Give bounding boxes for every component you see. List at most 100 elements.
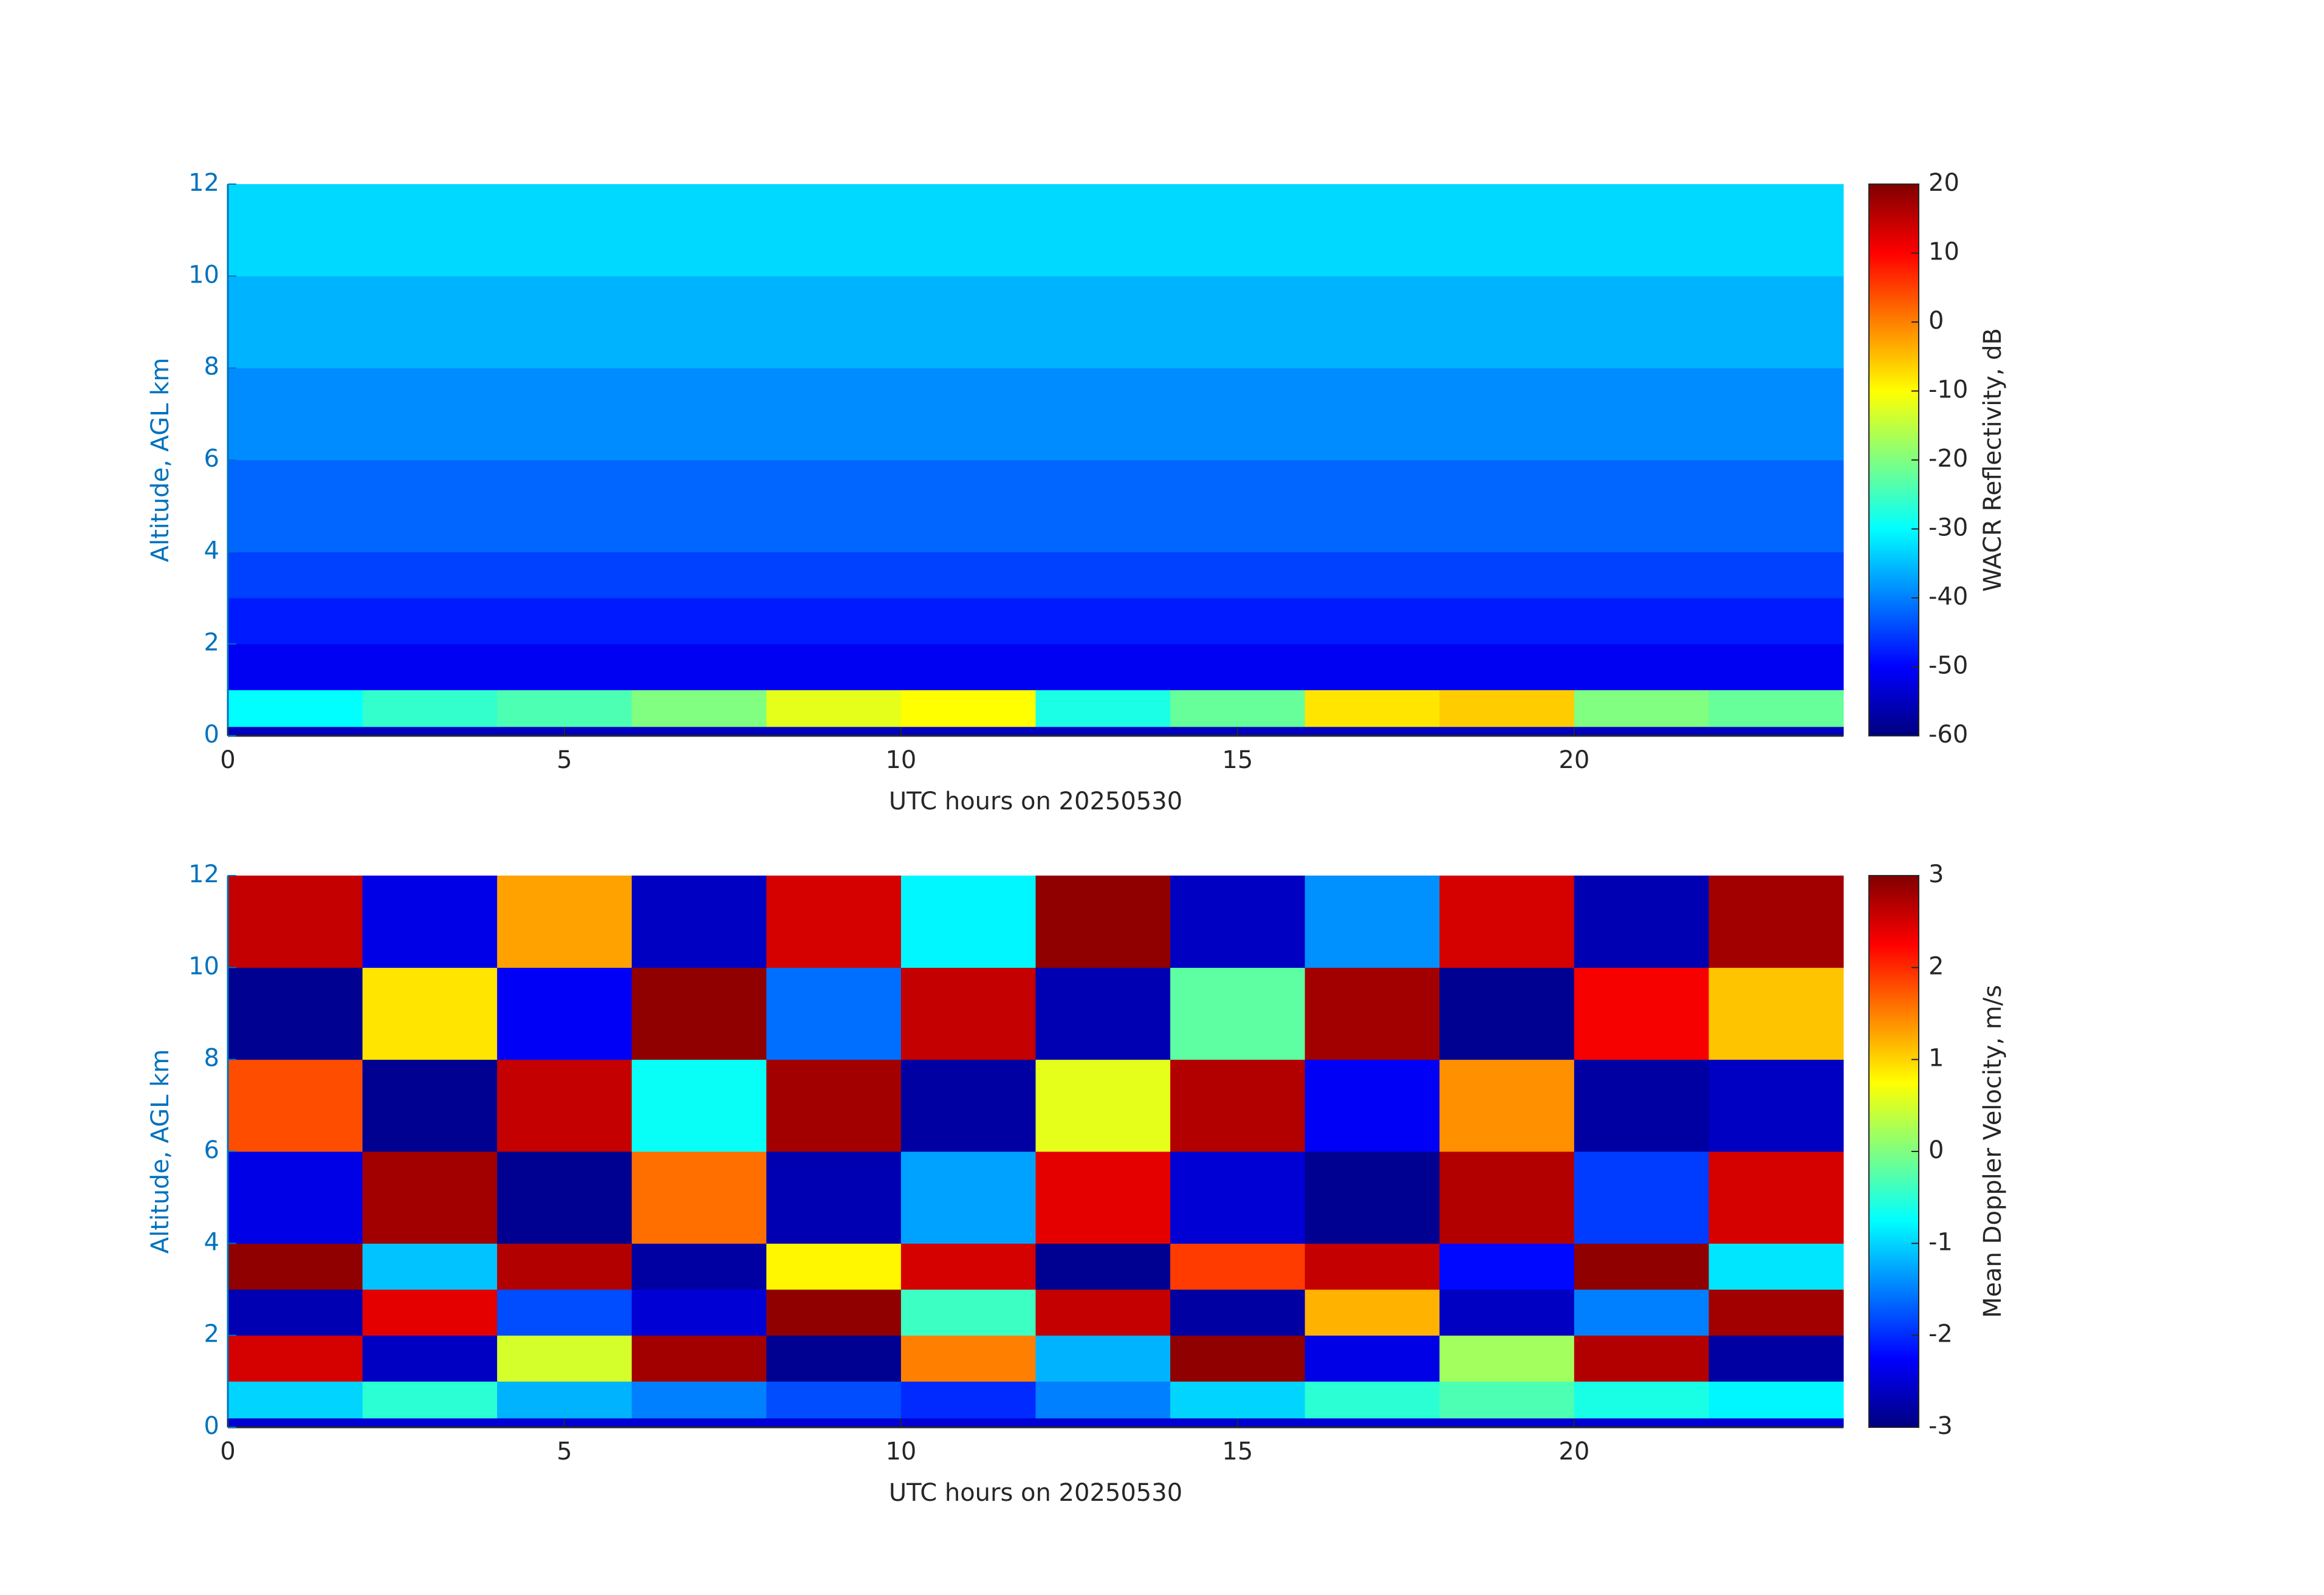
heat-cell <box>1035 552 1171 599</box>
heat-cell <box>1574 690 1709 727</box>
heat-cell <box>766 967 902 1060</box>
heat-cell <box>1574 552 1709 599</box>
heat-cell <box>900 876 1036 968</box>
y-tick-label: 6 <box>204 445 219 473</box>
colorbar-tick-label: 0 <box>1928 307 1944 335</box>
heat-cell <box>497 690 632 727</box>
heat-cell <box>1439 1243 1575 1290</box>
heat-cell <box>228 967 363 1060</box>
heat-cell <box>1574 1381 1709 1419</box>
heat-cell <box>497 598 632 645</box>
heat-cell <box>900 643 1036 690</box>
heat-cell <box>1439 184 1575 276</box>
heat-cell <box>1574 1418 1709 1428</box>
heat-cell <box>228 1335 363 1382</box>
heat-cell <box>1304 598 1440 645</box>
heat-cell <box>362 726 498 736</box>
x-tick-label: 20 <box>1558 1438 1589 1466</box>
x-axis-label: UTC hours on 20250530 <box>889 1479 1182 1507</box>
colorbar-tick-label: -60 <box>1928 721 1968 749</box>
heat-cell <box>766 552 902 599</box>
y-tick-label: 10 <box>188 261 219 289</box>
heat-cell <box>1574 460 1709 552</box>
heat-cell <box>900 598 1036 645</box>
heat-cell <box>1709 460 1844 552</box>
heat-cell <box>228 1243 363 1290</box>
heat-cell <box>1304 726 1440 736</box>
heat-cell <box>228 1289 363 1336</box>
y-tick-label: 0 <box>204 1412 219 1440</box>
heat-cell <box>228 460 363 552</box>
heat-cell <box>766 1059 902 1152</box>
colorbar-tick-label: -1 <box>1928 1228 1953 1256</box>
heat-cell <box>1304 1289 1440 1336</box>
x-tick-label: 15 <box>1222 1438 1253 1466</box>
x-tick-label: 5 <box>557 746 572 774</box>
colorbar-tick-label: -40 <box>1928 583 1968 611</box>
y-tick-label: 6 <box>204 1136 219 1164</box>
x-axis-label: UTC hours on 20250530 <box>889 787 1182 815</box>
colorbar-label: Mean Doppler Velocity, m/s <box>1979 985 2007 1318</box>
heat-cell <box>1035 1418 1171 1428</box>
heat-cell <box>362 643 498 690</box>
heat-cell <box>362 1418 498 1428</box>
colorbar-label: WACR Reflectivity, dB <box>1979 328 2007 592</box>
y-tick-label: 8 <box>204 1044 219 1072</box>
heat-cell <box>1304 876 1440 968</box>
heat-cell <box>1709 1059 1844 1152</box>
heat-cell <box>362 876 498 968</box>
heat-cell <box>497 876 632 968</box>
heat-cell <box>766 1289 902 1336</box>
heat-cell <box>1170 690 1306 727</box>
heat-cell <box>900 276 1036 369</box>
heat-cell <box>1709 690 1844 727</box>
heat-cell <box>1574 1243 1709 1290</box>
heat-cell <box>1574 368 1709 461</box>
heat-cell <box>631 184 767 276</box>
heat-cell <box>1709 967 1844 1060</box>
heat-cell <box>766 1381 902 1419</box>
heat-cell <box>1170 1289 1306 1336</box>
colorbar-tick-label: 1 <box>1928 1044 1944 1072</box>
heat-cell <box>1170 967 1306 1060</box>
heat-cell <box>1439 876 1575 968</box>
heat-cell <box>362 368 498 461</box>
colorbar-tick-label: 2 <box>1928 952 1944 980</box>
heat-cell <box>766 460 902 552</box>
heat-cell <box>1304 1243 1440 1290</box>
heat-cell <box>900 368 1036 461</box>
y-tick-label: 12 <box>188 169 219 197</box>
heat-cell <box>228 368 363 461</box>
heat-cell <box>1304 552 1440 599</box>
heat-cell <box>1574 1151 1709 1244</box>
colorbar-tick-label: 3 <box>1928 860 1944 888</box>
heat-cell <box>631 1381 767 1419</box>
heat-cell <box>900 1381 1036 1419</box>
heat-cell <box>497 643 632 690</box>
heat-cell <box>1170 1059 1306 1152</box>
heat-cell <box>631 876 767 968</box>
heat-cell <box>228 1059 363 1152</box>
heat-cell <box>766 184 902 276</box>
heat-cell <box>497 460 632 552</box>
heat-cell <box>1170 460 1306 552</box>
heat-cell <box>228 598 363 645</box>
heat-cell <box>1035 460 1171 552</box>
colorbar-tick-label: 20 <box>1928 169 1959 197</box>
heat-cell <box>362 1059 498 1152</box>
heat-cell <box>1709 276 1844 369</box>
heat-cell <box>766 643 902 690</box>
heat-cell <box>1035 1059 1171 1152</box>
heat-cell <box>1170 876 1306 968</box>
y-tick-label: 4 <box>204 1228 219 1256</box>
heat-cell <box>497 1289 632 1336</box>
heat-cell <box>766 1151 902 1244</box>
heat-cell <box>1439 1059 1575 1152</box>
heat-cell <box>1304 1381 1440 1419</box>
heat-cell <box>1439 1289 1575 1336</box>
heat-cell <box>1170 1335 1306 1382</box>
heat-cell <box>228 690 363 727</box>
y-tick-label: 8 <box>204 353 219 381</box>
heat-cell <box>362 1335 498 1382</box>
